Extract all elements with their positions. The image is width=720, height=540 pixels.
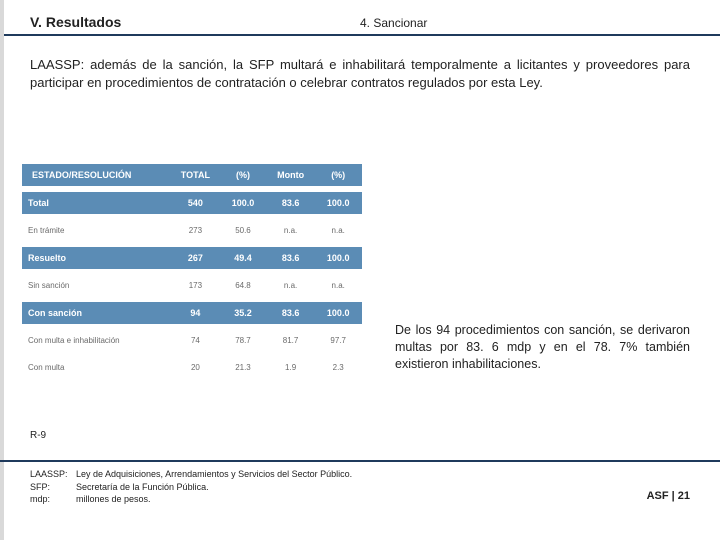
table-cell: 81.7 — [267, 330, 315, 351]
table-row: Resuelto26749.483.6100.0 — [22, 247, 362, 269]
table-row: En trámite27350.6n.a.n.a. — [22, 220, 362, 241]
table-cell: n.a. — [267, 220, 315, 241]
table-cell: 50.6 — [219, 220, 267, 241]
footnote-key: SFP: — [30, 481, 76, 494]
table-row: Con sanción9435.283.6100.0 — [22, 302, 362, 324]
table-cell: 20 — [172, 357, 220, 378]
footnote-key: mdp: — [30, 493, 76, 506]
footnote-row: SFP:Secretaría de la Función Pública. — [30, 481, 352, 494]
table-cell: 21.3 — [219, 357, 267, 378]
table-cell: 540 — [172, 192, 220, 214]
footnotes: LAASSP:Ley de Adquisiciones, Arrendamien… — [0, 460, 720, 506]
footnote-val: Secretaría de la Función Pública. — [76, 481, 209, 494]
table-cell: Con sanción — [22, 302, 172, 324]
table-row: Total540100.083.6100.0 — [22, 192, 362, 214]
table-cell: 94 — [172, 302, 220, 324]
table-cell: 267 — [172, 247, 220, 269]
table-cell: Total — [22, 192, 172, 214]
table-cell: 49.4 — [219, 247, 267, 269]
footnote-val: millones de pesos. — [76, 493, 151, 506]
table-cell: 83.6 — [267, 302, 315, 324]
table-header-cell: Monto — [267, 164, 315, 186]
table-cell: 273 — [172, 220, 220, 241]
reference-code: R-9 — [30, 430, 46, 441]
table-header-cell: (%) — [219, 164, 267, 186]
table-cell: Resuelto — [22, 247, 172, 269]
table-cell: 64.8 — [219, 275, 267, 296]
table-cell: 1.9 — [267, 357, 315, 378]
table-cell: 78.7 — [219, 330, 267, 351]
main-paragraph: LAASSP: además de la sanción, la SFP mul… — [0, 36, 720, 91]
table-cell: 74 — [172, 330, 220, 351]
table-cell: Con multa — [22, 357, 172, 378]
footnote-val: Ley de Adquisiciones, Arrendamientos y S… — [76, 468, 352, 481]
table: ESTADO/RESOLUCIÓNTOTAL(%)Monto(%)Total54… — [22, 164, 362, 384]
footnote-defs: LAASSP:Ley de Adquisiciones, Arrendamien… — [30, 468, 352, 506]
table-cell: 83.6 — [267, 247, 315, 269]
table-cell: 97.7 — [314, 330, 362, 351]
header-left: V. Resultados — [30, 14, 360, 30]
callout-text: De los 94 procedimientos con sanción, se… — [395, 322, 690, 373]
table-cell: Con multa e inhabilitación — [22, 330, 172, 351]
table-cell: 2.3 — [314, 357, 362, 378]
table-row: Con multa e inhabilitación7478.781.797.7 — [22, 330, 362, 351]
table-cell: 100.0 — [314, 247, 362, 269]
table-cell: 173 — [172, 275, 220, 296]
table-header-cell: (%) — [314, 164, 362, 186]
slide-number: ASF | 21 — [647, 490, 690, 506]
slide-header: V. Resultados 4. Sancionar — [0, 0, 720, 36]
table-header-row: ESTADO/RESOLUCIÓNTOTAL(%)Monto(%) — [22, 164, 362, 186]
table-row: Sin sanción17364.8n.a.n.a. — [22, 275, 362, 296]
left-strip — [0, 0, 4, 540]
table-cell: 83.6 — [267, 192, 315, 214]
table-cell: n.a. — [267, 275, 315, 296]
table-cell: 35.2 — [219, 302, 267, 324]
footnote-row: LAASSP:Ley de Adquisiciones, Arrendamien… — [30, 468, 352, 481]
table-header-cell: TOTAL — [172, 164, 220, 186]
table-cell: n.a. — [314, 220, 362, 241]
table-row: Con multa2021.31.92.3 — [22, 357, 362, 378]
table-cell: Sin sanción — [22, 275, 172, 296]
table-cell: 100.0 — [219, 192, 267, 214]
sanction-table: ESTADO/RESOLUCIÓNTOTAL(%)Monto(%)Total54… — [22, 164, 362, 384]
table-cell: 100.0 — [314, 192, 362, 214]
table-header-cell: ESTADO/RESOLUCIÓN — [22, 164, 172, 186]
footnote-row: mdp:millones de pesos. — [30, 493, 352, 506]
footnote-key: LAASSP: — [30, 468, 76, 481]
table-cell: En trámite — [22, 220, 172, 241]
header-right: 4. Sancionar — [360, 16, 690, 30]
table-cell: n.a. — [314, 275, 362, 296]
table-cell: 100.0 — [314, 302, 362, 324]
